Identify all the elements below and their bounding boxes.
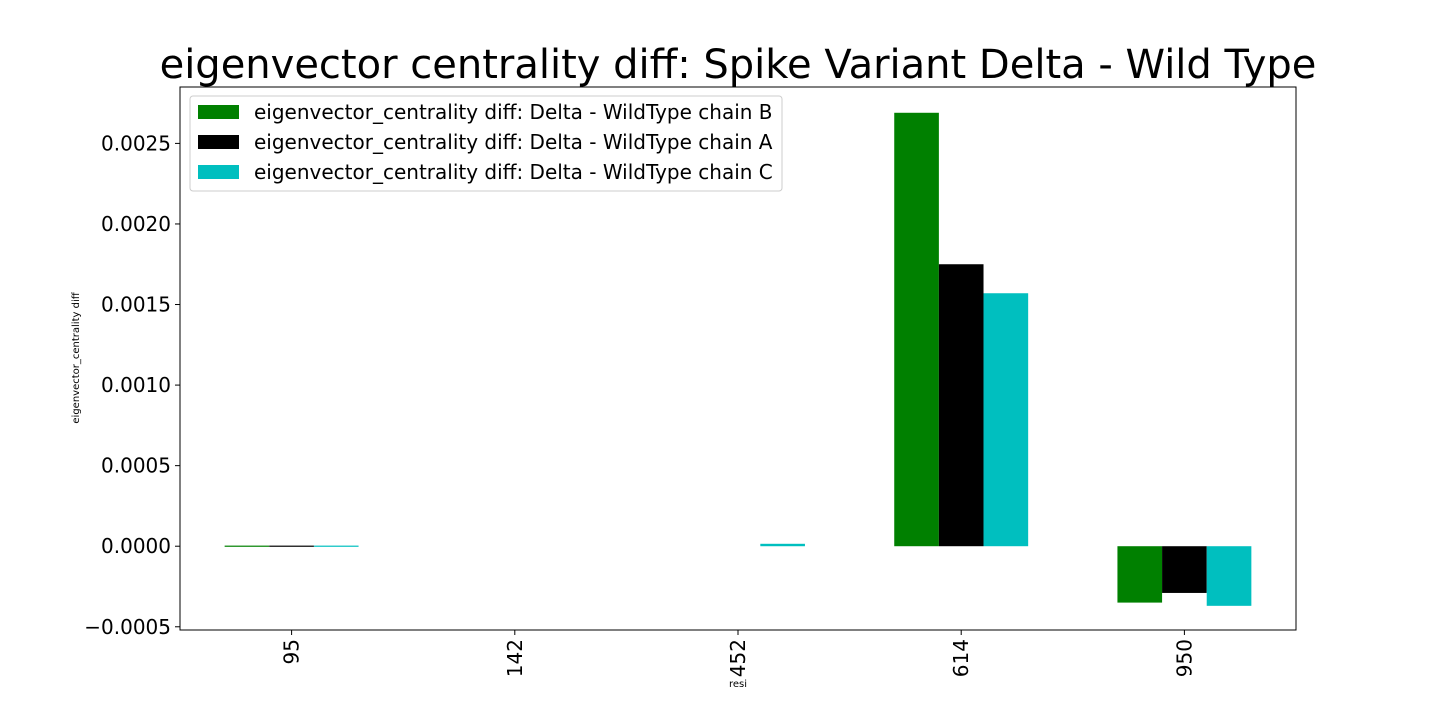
x-tick-label: 950 <box>1172 639 1196 677</box>
bar-95-series-1 <box>224 545 270 547</box>
x-tick-label: 452 <box>726 639 750 677</box>
bar-950-series-1 <box>1117 546 1163 603</box>
legend-swatch-series-2 <box>198 135 239 149</box>
y-tick-label: −0.0005 <box>84 615 171 639</box>
x-axis-label: resi <box>729 679 747 690</box>
y-tick-label: 0.0005 <box>101 454 171 478</box>
bar-950-series-2 <box>1162 546 1207 593</box>
legend-label-series-3: eigenvector_centrality diff: Delta - Wil… <box>254 160 773 184</box>
x-tick-label: 95 <box>280 639 304 664</box>
y-tick-label: 0.0015 <box>101 293 171 317</box>
y-tick-label: 0.0020 <box>101 212 171 236</box>
plot-bars <box>224 112 1252 606</box>
x-tick-label: 142 <box>503 639 527 677</box>
y-tick-label: 0.0000 <box>101 534 171 558</box>
legend: eigenvector_centrality diff: Delta - Wil… <box>189 95 783 192</box>
chart-title: eigenvector centrality diff: Spike Varia… <box>160 42 1317 88</box>
bar-950-series-3 <box>1206 546 1252 606</box>
legend-frame <box>189 95 783 192</box>
y-tick-label: 0.0025 <box>101 131 171 155</box>
legend-swatch-series-3 <box>198 165 239 179</box>
y-tick-label: 0.0010 <box>101 373 171 397</box>
bar-95-series-2 <box>269 545 314 547</box>
bar-95-series-3 <box>313 545 359 547</box>
bar-614-series-3 <box>983 293 1029 547</box>
y-axis: −0.0005 0.0000 0.0005 0.0010 0.0015 0.0020 0.0… <box>84 131 180 639</box>
legend-label-series-1: eigenvector_centrality diff: Delta - Wil… <box>254 100 773 124</box>
legend-label-series-2: eigenvector_centrality diff: Delta - Wil… <box>254 130 773 154</box>
legend-swatch-series-1 <box>198 105 239 119</box>
bar-614-series-1 <box>894 112 939 547</box>
x-tick-label: 614 <box>949 639 973 677</box>
bar-452-series-3 <box>760 543 805 547</box>
x-axis: 95 142 452 614 950 <box>280 630 1196 677</box>
bar-614-series-2 <box>938 264 984 547</box>
y-axis-label: eigenvector_centrality diff <box>71 291 82 423</box>
